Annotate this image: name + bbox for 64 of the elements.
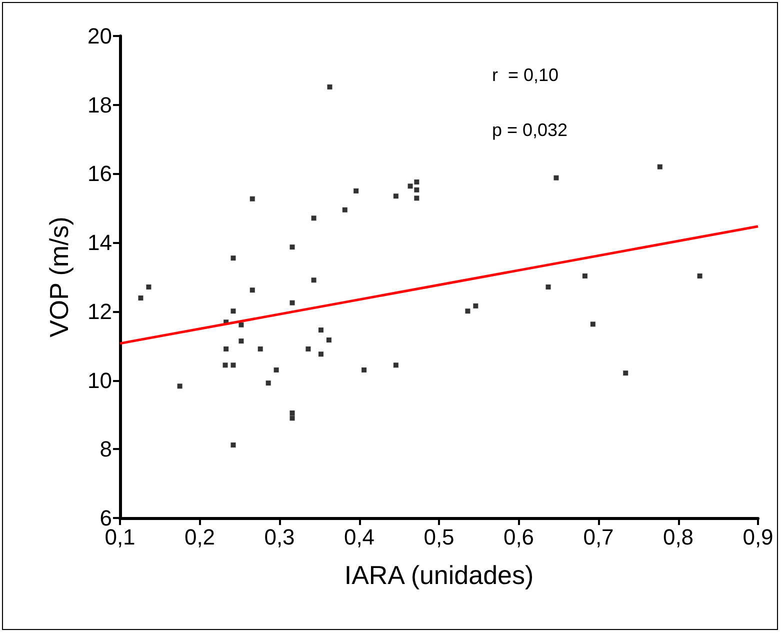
point [311,278,316,283]
point [290,410,295,416]
point [623,370,628,376]
y-tick-label: 8 [100,436,112,462]
point [408,184,413,189]
y-axis-title: VOP (m/s) [44,216,74,338]
point [590,322,596,327]
point [222,362,228,368]
point [311,216,316,221]
x-tick-label: 0,7 [583,524,614,550]
point [230,442,236,448]
point [138,296,144,300]
point [362,367,367,372]
point [354,188,359,194]
y-tick-label: 12 [88,298,112,324]
x-tick-label: 0,5 [424,524,454,550]
annotation: r = 0,10 [492,65,559,85]
point [290,300,295,306]
point [258,346,263,352]
x-axis-title: IARA (unidades) [344,560,534,590]
point [290,416,295,421]
point [414,179,420,184]
x-tick-label: 0,3 [264,524,295,550]
y-tick-label: 20 [88,24,112,48]
point [230,256,236,261]
x-tick-label: 0,4 [344,524,375,550]
point [414,187,420,192]
point [238,322,244,328]
point [224,346,229,352]
x-tick-label: 0,8 [662,524,694,550]
y-tick-label: 14 [88,230,112,256]
point [327,84,332,90]
point [393,194,398,199]
point [318,352,324,357]
x-tick-label: 0,2 [184,524,216,550]
annotation: p = 0,032 [492,120,568,140]
point [290,244,295,250]
point [697,273,702,278]
point [657,164,662,170]
point [250,196,255,202]
y-tick-label: 18 [88,92,112,118]
point [318,328,324,333]
point [546,284,551,290]
point [473,303,478,308]
y-tick-label: 10 [88,368,112,393]
point [274,367,279,372]
point [393,362,398,368]
point [342,207,348,212]
point [250,288,255,293]
point [266,380,271,386]
point [238,338,244,344]
y-tick-label: 16 [88,161,112,186]
point [414,196,420,201]
x-tick-label: 0,6 [503,524,534,550]
point [177,384,182,389]
point [326,338,332,343]
x-tick-label: 0,9 [742,524,774,550]
point [146,284,152,290]
point [465,308,470,314]
point [230,308,236,314]
point [230,362,236,368]
point [554,175,559,180]
point [582,273,588,278]
point [306,346,311,352]
